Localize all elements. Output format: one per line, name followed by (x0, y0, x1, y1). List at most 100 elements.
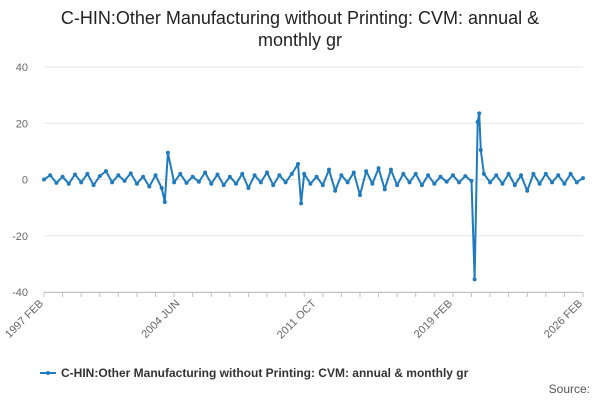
data-point[interactable] (531, 171, 536, 176)
data-point[interactable] (519, 173, 524, 178)
data-point[interactable] (147, 184, 152, 189)
data-point[interactable] (568, 171, 573, 176)
data-point[interactable] (153, 173, 158, 178)
data-point[interactable] (463, 174, 468, 179)
data-point[interactable] (258, 180, 263, 185)
data-point[interactable] (339, 173, 344, 178)
data-point[interactable] (103, 169, 108, 174)
legend-label: C-HIN:Other Manufacturing without Printi… (61, 366, 469, 380)
data-point[interactable] (457, 180, 462, 185)
data-point[interactable] (370, 181, 375, 186)
data-point[interactable] (296, 162, 301, 167)
data-point[interactable] (500, 181, 505, 186)
data-point[interactable] (574, 180, 579, 185)
data-point[interactable] (351, 170, 356, 175)
x-tick-label: 2019 FEB (412, 298, 455, 341)
data-point[interactable] (190, 174, 195, 179)
data-point[interactable] (388, 167, 393, 172)
data-point[interactable] (116, 173, 121, 178)
data-point[interactable] (302, 171, 307, 176)
data-point[interactable] (550, 180, 555, 185)
data-point[interactable] (240, 171, 245, 176)
data-point[interactable] (134, 181, 139, 186)
data-point[interactable] (277, 173, 282, 178)
data-point[interactable] (475, 119, 480, 124)
y-tick-label: -40 (12, 287, 28, 299)
data-point[interactable] (438, 174, 443, 179)
data-point[interactable] (215, 172, 220, 177)
data-point[interactable] (234, 181, 239, 186)
source-label: Source: (548, 382, 590, 396)
data-point[interactable] (252, 173, 257, 178)
data-point[interactable] (196, 179, 201, 184)
data-point[interactable] (450, 173, 455, 178)
data-point[interactable] (477, 111, 482, 116)
data-point[interactable] (581, 176, 585, 181)
data-point[interactable] (543, 171, 548, 176)
data-point[interactable] (407, 180, 412, 185)
data-point[interactable] (85, 171, 90, 176)
data-point[interactable] (333, 188, 338, 193)
data-point[interactable] (122, 178, 127, 183)
data-point[interactable] (265, 170, 270, 175)
data-point[interactable] (165, 150, 170, 155)
data-point[interactable] (525, 188, 530, 193)
data-point[interactable] (72, 172, 77, 177)
data-point[interactable] (345, 180, 350, 185)
data-point[interactable] (172, 180, 177, 185)
x-tick-label: 2026 FEB (542, 298, 585, 341)
legend[interactable]: C-HIN:Other Manufacturing without Printi… (40, 364, 468, 382)
data-point[interactable] (382, 187, 387, 192)
data-point[interactable] (494, 173, 499, 178)
data-point[interactable] (91, 183, 96, 188)
data-point[interactable] (314, 174, 319, 179)
data-point[interactable] (556, 173, 561, 178)
data-point[interactable] (326, 167, 331, 172)
data-point[interactable] (426, 173, 431, 178)
data-point[interactable] (141, 174, 146, 179)
data-point[interactable] (444, 179, 449, 184)
data-point[interactable] (110, 180, 115, 185)
data-point[interactable] (506, 171, 511, 176)
data-point[interactable] (184, 180, 189, 185)
data-point[interactable] (308, 181, 313, 186)
data-point[interactable] (537, 181, 542, 186)
data-point[interactable] (159, 185, 164, 190)
data-point[interactable] (357, 192, 362, 197)
data-point[interactable] (512, 183, 517, 188)
data-point[interactable] (289, 171, 294, 176)
data-point[interactable] (246, 185, 251, 190)
data-point[interactable] (79, 180, 84, 185)
data-point[interactable] (469, 178, 474, 183)
data-point[interactable] (42, 177, 46, 182)
data-point[interactable] (271, 183, 276, 188)
data-point[interactable] (320, 183, 325, 188)
data-point[interactable] (478, 147, 483, 152)
y-tick-label: -20 (12, 231, 28, 243)
data-point[interactable] (472, 277, 477, 282)
data-point[interactable] (227, 174, 232, 179)
data-point[interactable] (178, 171, 183, 176)
data-point[interactable] (364, 169, 369, 174)
data-point[interactable] (401, 171, 406, 176)
data-point[interactable] (395, 183, 400, 188)
data-point[interactable] (432, 181, 437, 186)
data-point[interactable] (562, 181, 567, 186)
data-point[interactable] (66, 181, 71, 186)
data-point[interactable] (481, 171, 486, 176)
data-point[interactable] (162, 200, 167, 204)
data-point[interactable] (48, 173, 53, 178)
data-point[interactable] (60, 174, 65, 179)
data-point[interactable] (209, 181, 214, 186)
data-point[interactable] (413, 171, 418, 176)
data-point[interactable] (203, 170, 208, 175)
data-point[interactable] (54, 180, 59, 185)
data-point[interactable] (97, 174, 102, 179)
data-point[interactable] (419, 183, 424, 188)
data-point[interactable] (376, 166, 381, 171)
data-point[interactable] (128, 171, 133, 176)
data-point[interactable] (221, 183, 226, 188)
data-point[interactable] (299, 201, 304, 206)
data-point[interactable] (488, 180, 493, 185)
data-point[interactable] (283, 180, 288, 185)
